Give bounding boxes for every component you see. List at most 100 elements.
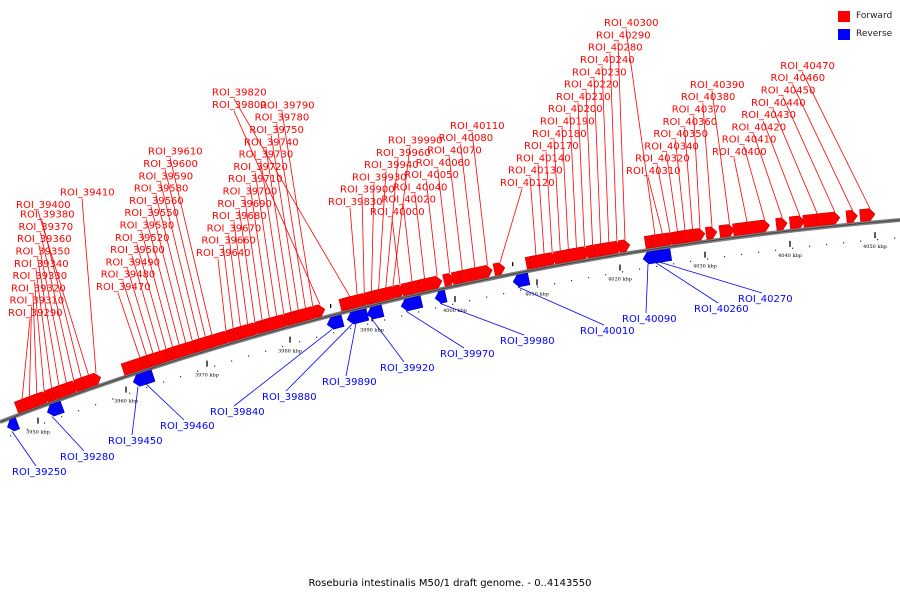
forward-arrow [845, 210, 858, 224]
forward-leader [625, 29, 656, 236]
reverse-leader [645, 264, 649, 314]
forward-arrow [468, 265, 493, 282]
forward-roi-label: ROI_39600 [143, 159, 198, 170]
kbp-tick-label: 4000 kbp [443, 308, 467, 314]
forward-leader [711, 90, 730, 225]
forward-feature [704, 226, 718, 240]
forward-roi-label: ROI_40190 [540, 117, 595, 128]
reverse-roi-label: ROI_39980 [500, 336, 555, 347]
reverse-leader [51, 416, 85, 452]
reverse-leader [371, 319, 405, 363]
feature-mark [512, 262, 514, 267]
forward-roi-label: ROI_39730 [239, 150, 294, 161]
forward-leader [665, 152, 678, 232]
forward-leader [601, 65, 610, 243]
kbp-tick-label: 4050 kbp [863, 244, 887, 250]
forward-roi-label: ROI_40310 [626, 166, 681, 177]
minor-tick [44, 422, 46, 424]
forward-leader [647, 176, 663, 234]
legend-reverse: Reverse [838, 26, 892, 42]
reverse-feature [7, 417, 21, 432]
forward-roi-label: ROI_39500 [110, 245, 165, 256]
minor-tick [843, 242, 845, 244]
reverse-leader [285, 324, 353, 392]
reverse-roi-label: ROI_39880 [262, 392, 317, 403]
reverse-arrow [326, 314, 345, 330]
kbp-tick-label: 3950 kbp [26, 430, 50, 436]
forward-leader [537, 164, 545, 255]
forward-arrow [704, 226, 718, 240]
forward-roi-label: ROI_39670 [207, 223, 262, 234]
forward-roi-label: ROI_40410 [722, 135, 777, 146]
minor-tick [180, 376, 182, 378]
forward-leader [265, 148, 292, 313]
forward-roi-label: ROI_40440 [751, 98, 806, 109]
forward-roi-label: ROI_39640 [196, 248, 251, 259]
forward-arrow [492, 262, 506, 276]
forward-feature [681, 228, 706, 244]
reverse-leader [345, 323, 357, 377]
minor-tick [197, 370, 199, 372]
minor-tick [452, 303, 454, 305]
minor-tick [78, 410, 80, 412]
legend-reverse-label: Reverse [856, 29, 893, 39]
forward-roi-label: ROI_40170 [524, 141, 579, 152]
minor-tick [520, 289, 522, 291]
reverse-roi-label: ROI_40090 [622, 314, 677, 325]
label-leader-lines [11, 29, 871, 467]
forward-roi-label: ROI_39410 [60, 188, 115, 199]
forward-roi-label: ROI_40000 [370, 207, 425, 218]
reverse-arrow [140, 370, 154, 384]
forward-leader [145, 219, 180, 346]
forward-arrow [442, 273, 455, 287]
forward-roi-label: ROI_39490 [105, 257, 160, 268]
forward-arrow [775, 217, 788, 231]
forward-roi-label: ROI_39830 [328, 197, 383, 208]
forward-roi-label: ROI_39380 [20, 210, 75, 221]
forward-roi-label: ROI_39790 [260, 100, 315, 111]
forward-leader [222, 246, 234, 329]
reverse-leader [233, 329, 333, 407]
forward-roi-label: ROI_40140 [516, 153, 571, 164]
forward-leader [37, 210, 89, 376]
forward-roi-label: ROI_40420 [732, 122, 787, 133]
minor-tick [724, 256, 726, 258]
forward-arrow [718, 224, 735, 238]
forward-leader [35, 269, 52, 389]
forward-leader [160, 182, 200, 340]
forward-leader [425, 181, 438, 277]
forward-roi-label: ROI_40220 [564, 80, 619, 91]
forward-roi-label: ROI_39930 [352, 172, 407, 183]
forward-leader [164, 169, 206, 338]
forward-leader [228, 234, 241, 327]
reverse-leader [145, 383, 185, 421]
reverse-roi-label: ROI_39970 [440, 349, 495, 360]
forward-roi-label: ROI_40470 [780, 61, 835, 72]
forward-arrow [617, 239, 631, 253]
forward-leader [753, 133, 783, 218]
reverse-leader [11, 431, 37, 467]
forward-leader [233, 98, 351, 298]
reverse-swatch [838, 28, 850, 40]
forward-leader [378, 171, 387, 290]
minor-tick [690, 260, 692, 262]
reverse-feature [654, 248, 673, 263]
roi-features [7, 208, 876, 432]
forward-roi-label: ROI_39560 [129, 196, 184, 207]
reverse-arrow [400, 295, 424, 312]
reverse-feature [350, 309, 364, 324]
kbp-tick-label: 3960 kbp [114, 399, 138, 405]
forward-roi-label: ROI_39610 [148, 147, 203, 158]
forward-leader [349, 207, 358, 296]
forward-leader [34, 282, 45, 392]
forward-roi-label: ROI_40040 [393, 182, 448, 193]
forward-roi-label: ROI_39330 [13, 271, 68, 282]
forward-feature [617, 239, 631, 253]
minor-tick [401, 315, 403, 317]
forward-leader [38, 245, 67, 384]
forward-roi-label: ROI_40290 [596, 30, 651, 41]
forward-roi-label: ROI_40210 [556, 92, 611, 103]
kbp-tick-label: 3970 kbp [195, 373, 219, 379]
reverse-leader [659, 261, 763, 294]
forward-feature [80, 372, 102, 390]
